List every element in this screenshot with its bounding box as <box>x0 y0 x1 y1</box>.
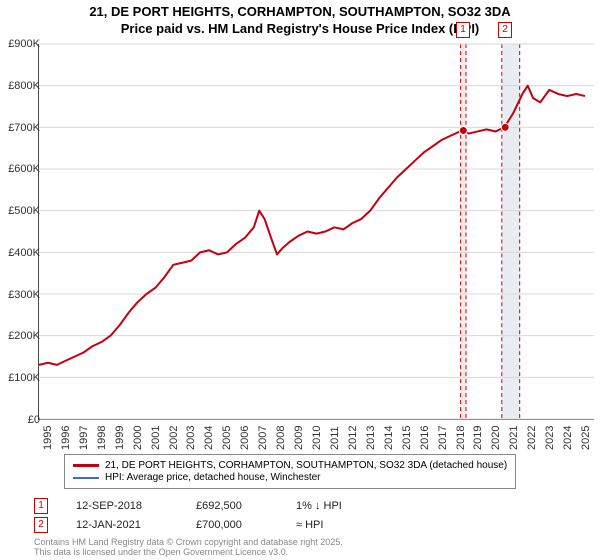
y-tick-label: £100K <box>8 372 40 384</box>
x-tick-label: 2025 <box>580 426 592 450</box>
data-row-delta-1: 1% ↓ HPI <box>296 500 426 512</box>
x-tick-label: 2005 <box>221 426 233 450</box>
y-tick-label: £400K <box>8 247 40 259</box>
y-tick-label: £700K <box>8 122 40 134</box>
y-tick-label: £600K <box>8 163 40 175</box>
x-tick-label: 2010 <box>311 426 323 450</box>
x-tick-label: 2001 <box>150 426 162 450</box>
x-tick-label: 2000 <box>132 426 144 450</box>
marker-label-1: 1 <box>456 22 470 38</box>
legend-row-1: 21, DE PORT HEIGHTS, CORHAMPTON, SOUTHAM… <box>73 460 507 471</box>
data-row-delta-2: ≈ HPI <box>296 519 426 531</box>
x-tick-label: 2018 <box>455 426 467 450</box>
chart-container: 21, DE PORT HEIGHTS, CORHAMPTON, SOUTHAM… <box>0 0 600 560</box>
y-tick-label: £0 <box>28 414 40 426</box>
y-tick-label: £900K <box>8 38 40 50</box>
x-tick-label: 2008 <box>275 426 287 450</box>
legend-row-2: HPI: Average price, detached house, Winc… <box>73 472 507 483</box>
legend-label-2: HPI: Average price, detached house, Winc… <box>105 472 321 483</box>
x-tick-label: 2007 <box>257 426 269 450</box>
footer: Contains HM Land Registry data © Crown c… <box>34 538 343 558</box>
legend-swatch-1 <box>73 464 99 467</box>
title-line-1: 21, DE PORT HEIGHTS, CORHAMPTON, SOUTHAM… <box>0 4 600 21</box>
x-tick-label: 2019 <box>472 426 484 450</box>
x-tick-label: 1999 <box>114 426 126 450</box>
x-tick-label: 1998 <box>96 426 108 450</box>
data-row-price-2: £700,000 <box>196 519 296 531</box>
x-tick-label: 2013 <box>365 426 377 450</box>
footer-line-2: This data is licensed under the Open Gov… <box>34 548 343 558</box>
data-row-date-2: 12-JAN-2021 <box>76 519 196 531</box>
data-row-price-1: £692,500 <box>196 500 296 512</box>
data-rows: 1 12-SEP-2018 £692,500 1% ↓ HPI 2 12-JAN… <box>34 498 426 536</box>
y-tick-label: £200K <box>8 330 40 342</box>
x-tick-label: 2022 <box>526 426 538 450</box>
data-row-1: 1 12-SEP-2018 £692,500 1% ↓ HPI <box>34 498 426 514</box>
x-tick-label: 2017 <box>437 426 449 450</box>
plot-svg <box>38 44 594 420</box>
x-tick-label: 2011 <box>329 426 341 450</box>
marker-label-2: 2 <box>498 22 512 38</box>
data-row-date-1: 12-SEP-2018 <box>76 500 196 512</box>
x-tick-label: 1997 <box>78 426 90 450</box>
x-tick-label: 1996 <box>60 426 72 450</box>
data-row-2: 2 12-JAN-2021 £700,000 ≈ HPI <box>34 517 426 533</box>
y-tick-label: £300K <box>8 289 40 301</box>
x-tick-label: 2002 <box>168 426 180 450</box>
x-tick-label: 2023 <box>544 426 556 450</box>
x-tick-label: 2003 <box>185 426 197 450</box>
chart-area: 12 <box>38 44 594 420</box>
x-tick-label: 2024 <box>562 426 574 450</box>
x-tick-label: 2021 <box>508 426 520 450</box>
data-row-marker-1: 1 <box>34 498 48 514</box>
y-tick-label: £500K <box>8 205 40 217</box>
x-tick-label: 1995 <box>42 426 54 450</box>
legend-swatch-2 <box>73 477 99 479</box>
legend-box: 21, DE PORT HEIGHTS, CORHAMPTON, SOUTHAM… <box>64 454 516 489</box>
x-tick-label: 2006 <box>239 426 251 450</box>
data-row-marker-2: 2 <box>34 517 48 533</box>
x-tick-label: 2012 <box>347 426 359 450</box>
x-tick-label: 2020 <box>490 426 502 450</box>
x-tick-label: 2015 <box>401 426 413 450</box>
x-tick-label: 2016 <box>419 426 431 450</box>
x-tick-label: 2009 <box>293 426 305 450</box>
legend-label-1: 21, DE PORT HEIGHTS, CORHAMPTON, SOUTHAM… <box>105 460 507 471</box>
x-tick-label: 2014 <box>383 426 395 450</box>
y-tick-label: £800K <box>8 80 40 92</box>
x-tick-label: 2004 <box>203 426 215 450</box>
